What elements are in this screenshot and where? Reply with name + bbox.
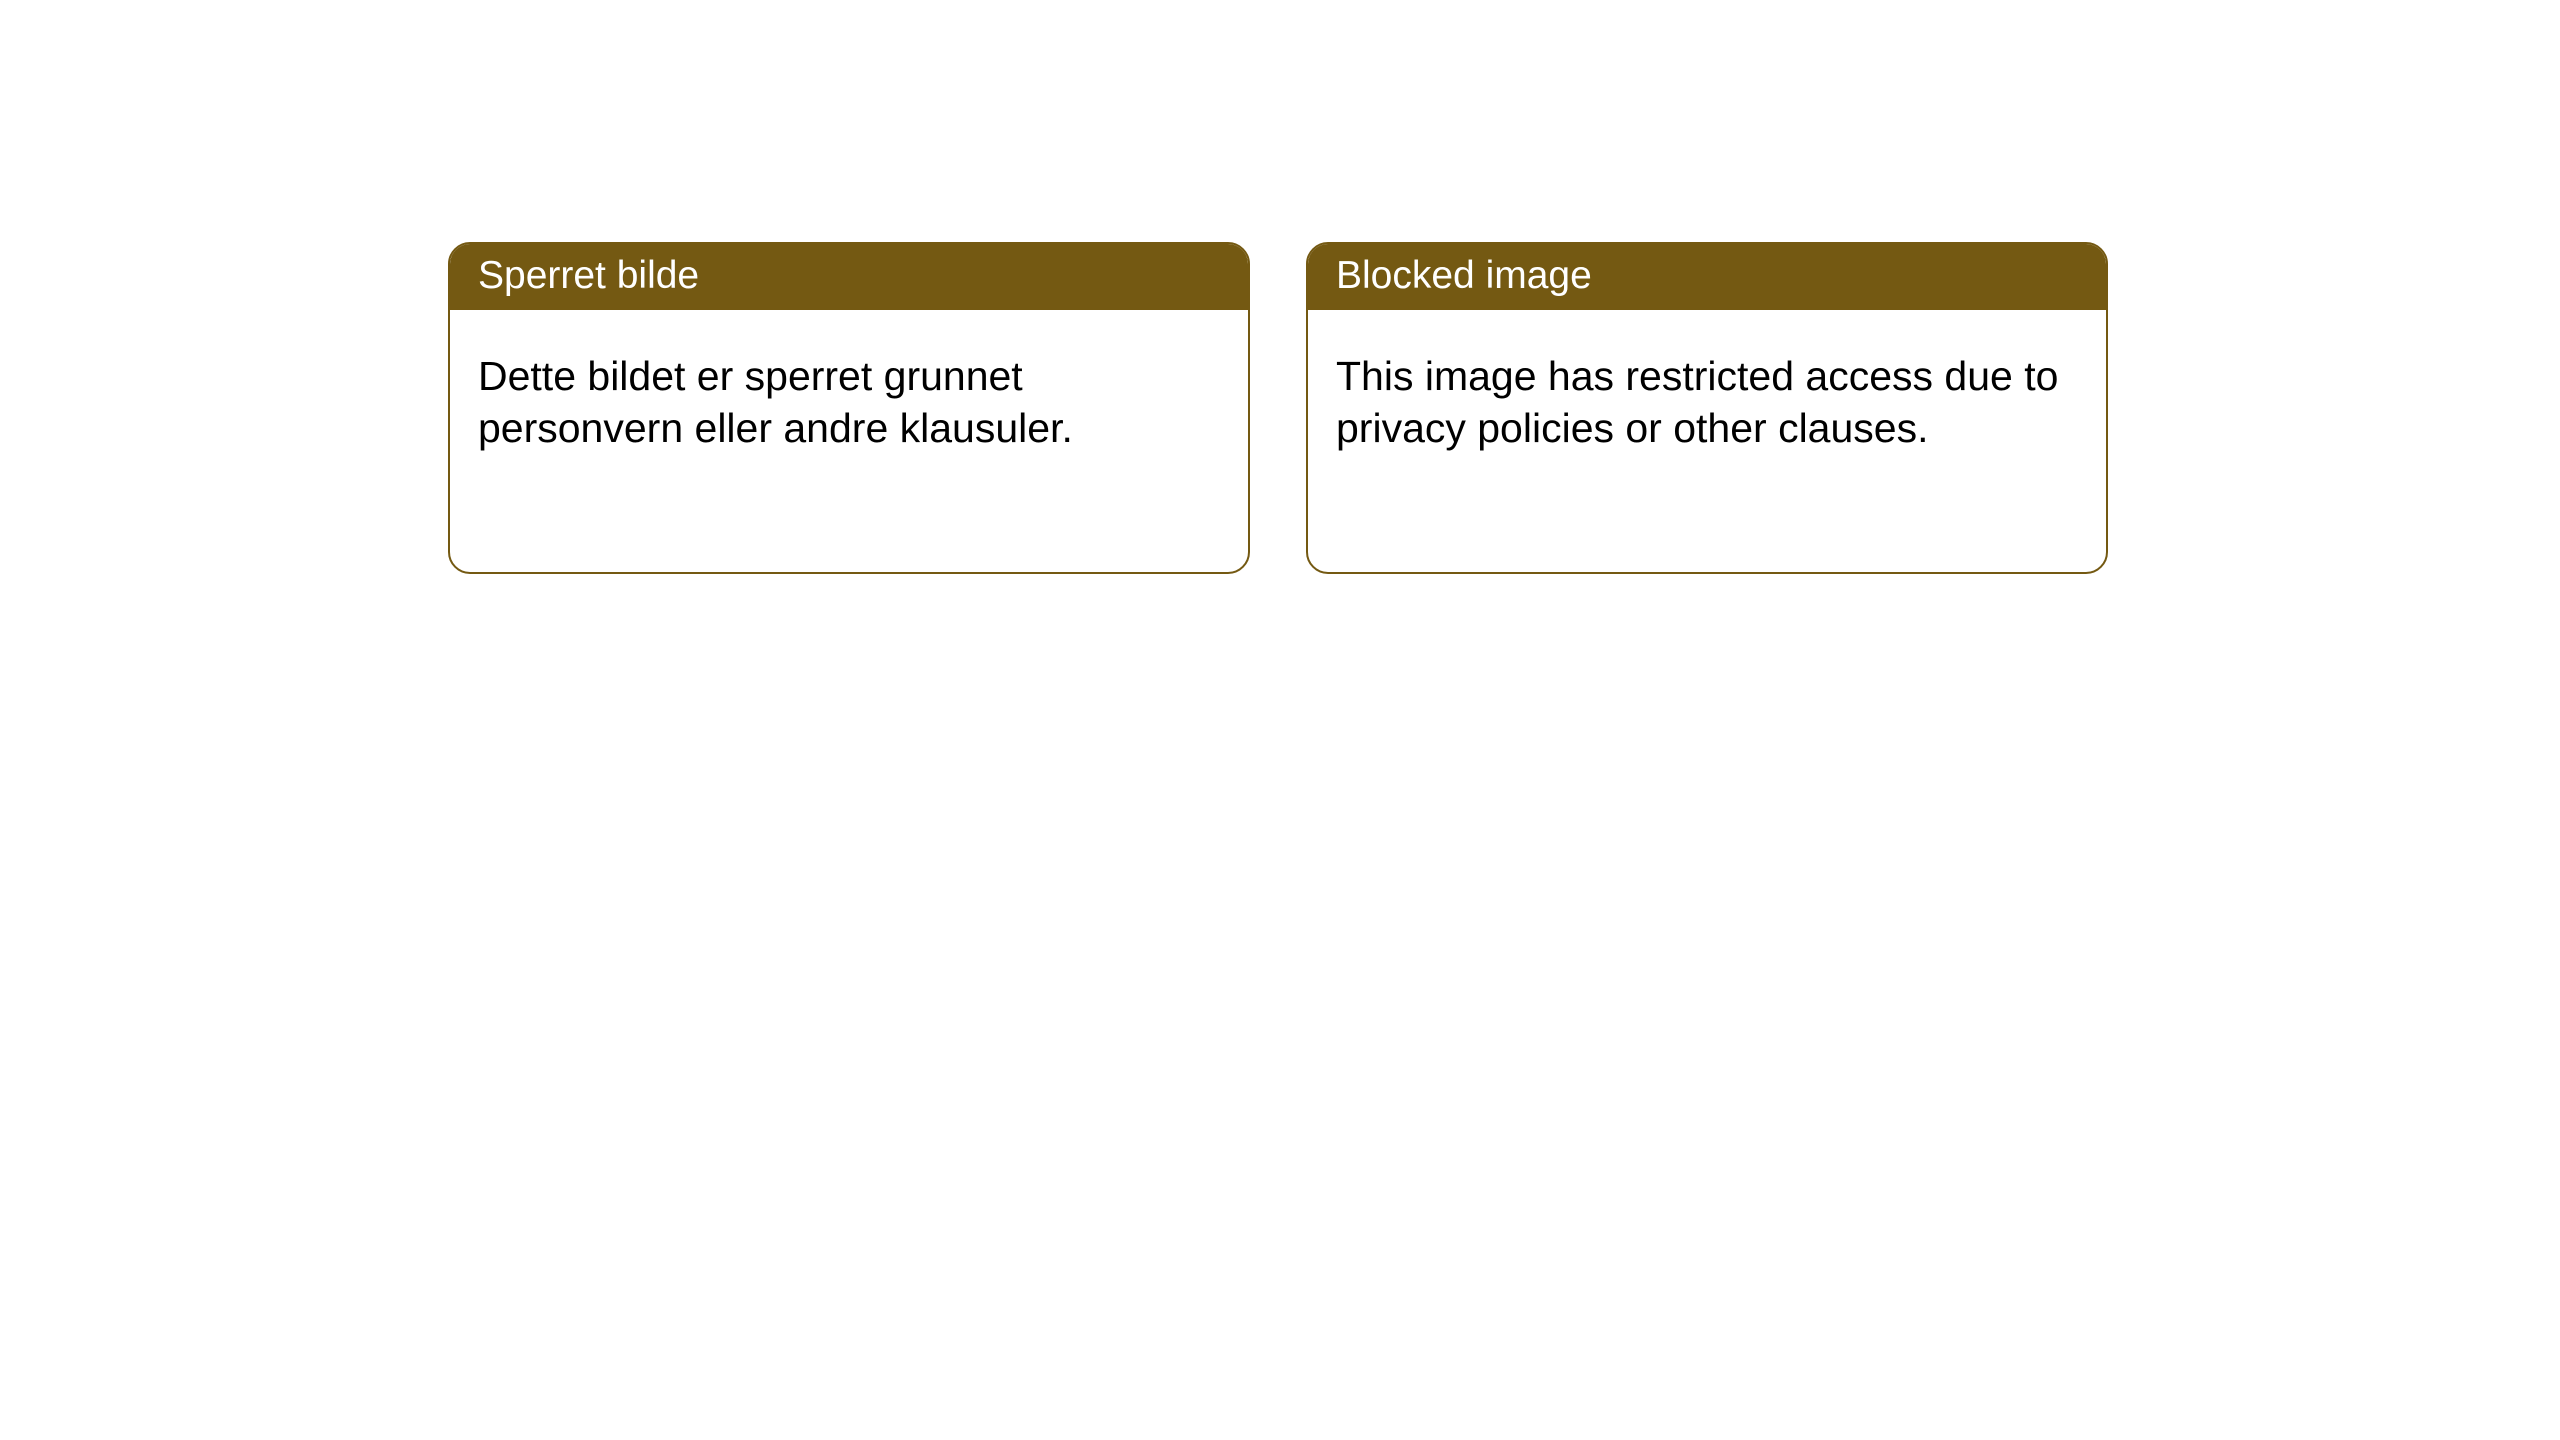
card-body-no: Dette bildet er sperret grunnet personve… [450,310,1248,483]
blocked-image-card-en: Blocked image This image has restricted … [1306,242,2108,574]
notice-container: Sperret bilde Dette bildet er sperret gr… [0,0,2560,574]
card-header-en: Blocked image [1308,244,2106,310]
blocked-image-card-no: Sperret bilde Dette bildet er sperret gr… [448,242,1250,574]
card-body-en: This image has restricted access due to … [1308,310,2106,483]
card-header-no: Sperret bilde [450,244,1248,310]
